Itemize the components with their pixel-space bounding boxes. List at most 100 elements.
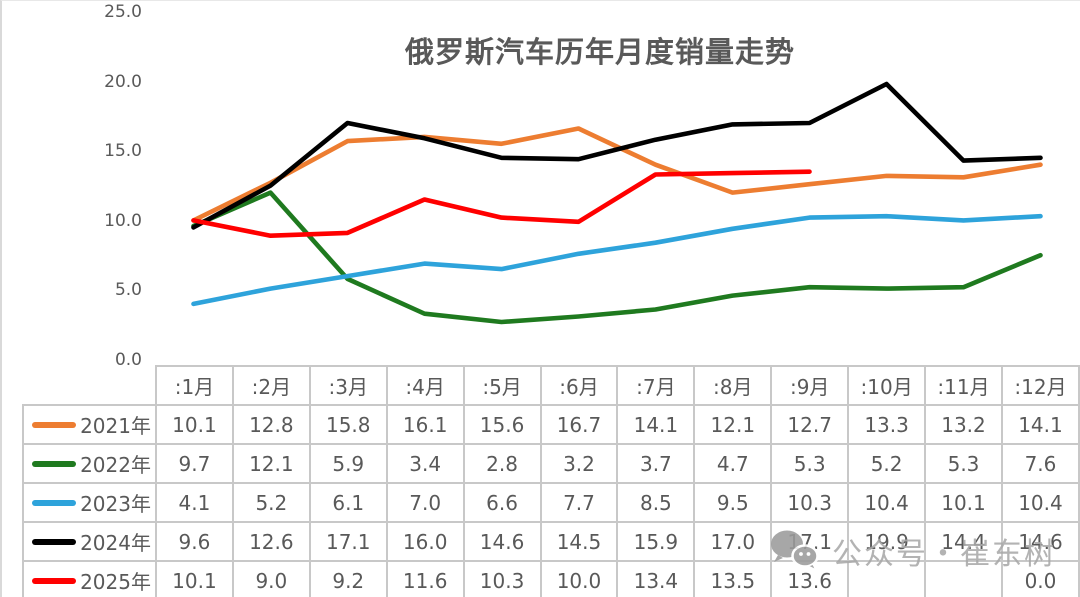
y-axis-tick-label: 20.0 [104,71,142,92]
value-cell: 0.0 [1000,560,1080,597]
value-cell: 15.8 [308,404,388,445]
legend-line-swatch [32,499,77,506]
series-line-2021 [191,126,1043,223]
month-header-cell: :7月 [616,365,696,406]
month-header-cell: :3月 [308,365,388,406]
value-cell: 3.4 [385,443,465,484]
value-cell: 14.1 [616,404,696,445]
value-cell [847,560,927,597]
series-line-2025 [191,169,812,238]
value-cell: 12.6 [231,521,311,562]
value-cell: 10.0 [539,560,619,597]
month-header-cell: :8月 [693,365,773,406]
value-cell: 17.1 [308,521,388,562]
value-cell: 6.1 [308,482,388,523]
value-cell: 13.3 [847,404,927,445]
legend-year-label: 2024年 [80,531,151,555]
legend-cell: 2021年 [22,404,157,445]
value-cell: 5.2 [231,482,311,523]
value-cell: 5.3 [770,443,850,484]
value-cell: 16.7 [539,404,619,445]
table-row: 2021年 10.1 12.8 15.8 16.1 15.6 16.7 14.1 12.1 12.… [22,404,1080,445]
value-cell: 5.9 [308,443,388,484]
value-cell: 4.7 [693,443,773,484]
series-line-2022 [191,190,1043,325]
value-cell: 5.3 [924,443,1003,484]
value-cell: 10.4 [847,482,927,523]
value-cell: 10.1 [154,404,234,445]
value-cell: 13.4 [616,560,696,597]
value-cell: 12.1 [693,404,773,445]
value-cell: 4.1 [154,482,234,523]
month-header-cell: :5月 [462,365,542,406]
y-axis-tick-label: 15.0 [104,141,142,162]
value-cell: 16.0 [385,521,465,562]
y-axis-tick-label: 0.0 [114,350,142,370]
series-line-2024 [191,81,1043,230]
line-chart [191,81,1043,325]
table-header-row: :1月:2月:3月:4月:5月:6月:7月:8月:9月:10月:11月:12月 [23,365,1080,406]
value-cell: 14.5 [539,521,619,562]
value-cell: 16.1 [385,404,465,445]
month-header-cell: :4月 [385,365,465,406]
value-cell: 12.7 [770,404,850,445]
month-header-cell: :2月 [231,365,311,406]
value-cell: 12.8 [231,404,311,445]
month-header-cell: :9月 [770,365,850,406]
value-cell: 9.6 [154,521,234,562]
legend-line-swatch [32,460,77,467]
legend-cell: 2022年 [22,443,157,484]
value-cell: 3.2 [539,443,619,484]
value-cell: 7.0 [385,482,465,523]
legend-year-label: 2021年 [80,414,151,438]
series-line-2023 [191,213,1043,307]
value-cell: 10.1 [924,482,1003,523]
value-cell: 13.6 [770,560,850,597]
value-cell: 9.5 [693,482,773,523]
value-cell: 8.5 [616,482,696,523]
value-cell: 19.9 [847,521,927,562]
legend-header-blank-cell [23,366,156,405]
value-cell: 7.6 [1000,443,1080,484]
legend-year-label: 2025年 [80,570,151,594]
legend-line-swatch [32,577,77,584]
month-header-cell: :6月 [539,365,619,406]
value-cell: 2.8 [462,443,542,484]
value-cell [924,560,1003,597]
value-cell: 15.6 [462,404,542,445]
value-cell: 9.0 [231,560,311,597]
value-cell: 9.2 [308,560,388,597]
y-axis-tick-label: 10.0 [104,210,142,231]
value-cell: 10.1 [154,560,234,597]
value-cell: 14.1 [1000,404,1080,445]
value-cell: 6.6 [462,482,542,523]
table-row: 2025年 10.1 9.0 9.2 11.6 10.3 10.0 13.4 13.5 13.6 0… [22,560,1080,597]
value-cell: 15.9 [616,521,696,562]
value-cell: 9.7 [154,443,234,484]
legend-cell: 2023年 [22,482,157,523]
value-cell: 13.2 [924,404,1003,445]
month-header-cell: :10月 [847,365,927,406]
legend-year-label: 2023年 [80,492,151,516]
value-cell: 14.6 [462,521,542,562]
table-row: 2023年 4.1 5.2 6.1 7.0 6.6 7.7 8.5 9.5 10.3 10.4 10.… [22,482,1080,523]
value-cell: 13.5 [693,560,773,597]
legend-year-label: 2022年 [80,453,151,477]
value-cell: 11.6 [385,560,465,597]
value-cell: 17.0 [693,521,773,562]
y-axis-tick-label: 25.0 [104,2,142,22]
value-cell: 10.3 [462,560,542,597]
sales-table: :1月:2月:3月:4月:5月:6月:7月:8月:9月:10月:11月:12月 2… [22,365,1080,597]
chart-title: 俄罗斯汽车历年月度销量走势 [404,35,795,69]
month-header-cell: :12月 [1000,365,1080,406]
value-cell: 12.1 [231,443,311,484]
month-header-cell: :11月 [924,365,1003,406]
legend-line-swatch [32,421,77,428]
value-cell: 7.7 [539,482,619,523]
table-row: 2024年 9.6 12.6 17.1 16.0 14.6 14.5 15.9 17.0 17.1… [22,521,1080,562]
legend-line-swatch [32,538,77,545]
y-axis: 25.0 20.0 15.0 10.0 5.0 0.0 [2,1,147,370]
value-cell: 3.7 [616,443,696,484]
value-cell: 5.2 [847,443,927,484]
